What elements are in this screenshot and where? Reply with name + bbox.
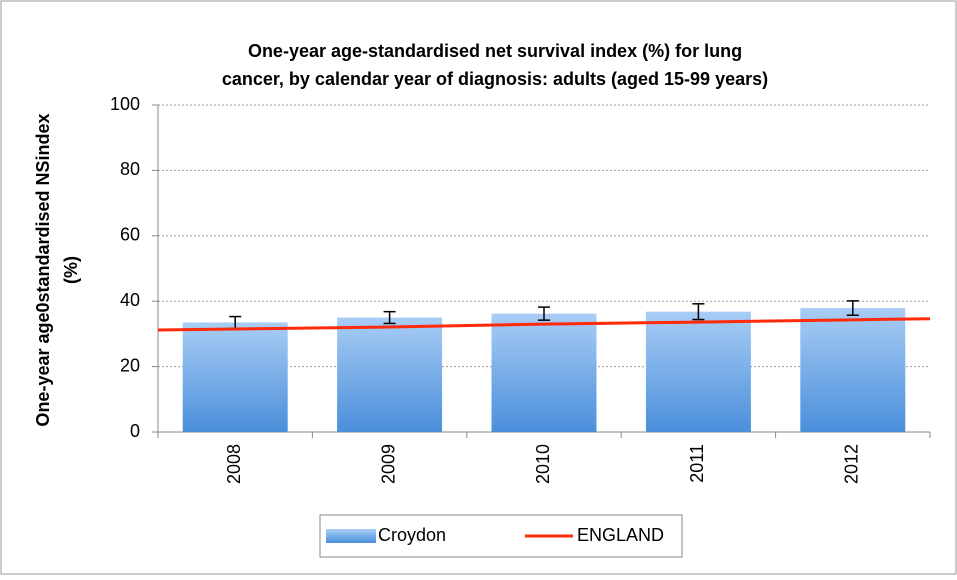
y-tick-label: 60 bbox=[120, 225, 140, 245]
bar bbox=[800, 308, 906, 432]
legend-swatch bbox=[326, 529, 376, 543]
legend-label: ENGLAND bbox=[577, 525, 664, 545]
line-extension bbox=[852, 317, 931, 322]
y-tick-label: 100 bbox=[110, 94, 140, 114]
y-axis-title: One-year age0standardised NSindex bbox=[33, 113, 53, 426]
x-tick-label: 2008 bbox=[224, 444, 244, 484]
y-tick-label: 80 bbox=[120, 159, 140, 179]
x-tick-label: 2011 bbox=[687, 444, 707, 483]
x-tick-label: 2012 bbox=[842, 444, 862, 484]
y-axis-title: (%) bbox=[61, 256, 81, 284]
y-tick-label: 0 bbox=[130, 421, 140, 441]
bar bbox=[645, 311, 751, 432]
chart-title: One-year age-standardised net survival i… bbox=[248, 41, 742, 61]
x-tick-label: 2009 bbox=[378, 444, 398, 484]
x-tick-label: 2010 bbox=[533, 444, 553, 484]
bar bbox=[182, 322, 288, 432]
legend-label: Croydon bbox=[378, 525, 446, 545]
bar bbox=[491, 313, 597, 432]
bar bbox=[337, 317, 443, 432]
line-extension bbox=[157, 327, 236, 332]
y-tick-label: 40 bbox=[120, 290, 140, 310]
y-tick-label: 20 bbox=[120, 355, 140, 375]
chart-title: cancer, by calendar year of diagnosis: a… bbox=[222, 69, 768, 89]
legend bbox=[319, 514, 683, 558]
line bbox=[235, 318, 853, 331]
